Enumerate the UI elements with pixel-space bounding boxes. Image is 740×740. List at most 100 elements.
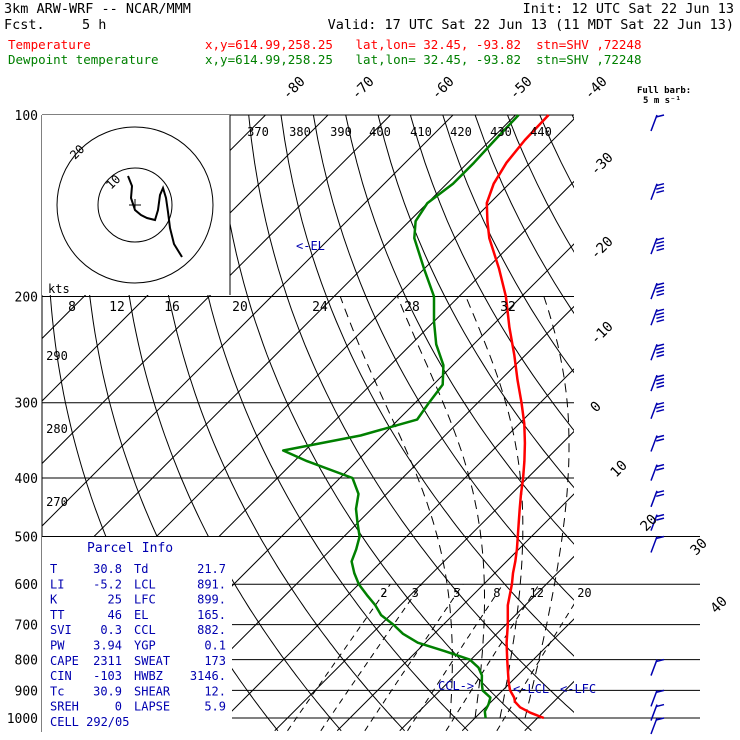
- wind-barb-flag: [655, 434, 665, 439]
- wind-barb-flag: [656, 493, 665, 498]
- pressure-tick-label: 900: [15, 684, 38, 699]
- wind-barb-flag: [655, 490, 665, 494]
- wind-barb-flag: [655, 282, 665, 286]
- parcel-param-value: 2311: [93, 654, 122, 668]
- wind-barb-flag: [656, 438, 665, 442]
- dry-adiabat-line: [605, 115, 740, 731]
- wind-barb-flag: [655, 535, 665, 540]
- wind-barb-flag: [655, 308, 665, 313]
- parcel-param-value: 25: [108, 593, 122, 607]
- model-title: 3km ARW-WRF -- NCAR/MMM: [4, 1, 191, 17]
- wind-barb-flag: [656, 381, 665, 385]
- parcel-param-name: CIN: [50, 669, 72, 683]
- parcel-param-name: YGP: [134, 639, 156, 653]
- init-time: Init: 12 UTC Sat 22 Jun 13: [522, 1, 734, 17]
- wind-barb-flag: [656, 408, 665, 413]
- moist-adiabat-line: [339, 296, 453, 719]
- forecast-label: Fcst.: [4, 17, 45, 33]
- dewpoint-legend: Dewpoint temperature: [8, 52, 159, 67]
- dry-adiabat-label: 410: [410, 125, 432, 139]
- isotherm-label: -40: [582, 74, 611, 103]
- wind-barb-flag: [656, 405, 665, 409]
- parcel-param-name: K: [50, 593, 58, 607]
- hodograph-speed-tick: 12: [109, 300, 125, 315]
- lcl-marker: <-LCL: [513, 682, 549, 696]
- mixing-ratio-line: [364, 583, 464, 732]
- lfc-marker: <-LFC: [560, 682, 596, 696]
- parcel-param-value: 12.: [204, 684, 226, 698]
- dry-adiabat-label: 430: [490, 125, 512, 139]
- isotherm-line: [42, 115, 516, 590]
- wind-barb-flag: [656, 312, 665, 316]
- isotherm-line: [211, 368, 574, 732]
- temperature-legend: Temperature: [8, 37, 91, 52]
- isotherm-label: 40: [708, 594, 731, 617]
- dry-adiabat-line: [183, 115, 469, 732]
- mixing-ratio-line: [496, 603, 574, 732]
- pressure-tick-label: 400: [15, 472, 38, 487]
- isotherm-label: -60: [429, 74, 458, 103]
- hodograph-speed-tick: 8: [68, 300, 76, 315]
- wind-barb: [650, 464, 658, 481]
- dry-adiabat-label: 390: [330, 125, 352, 139]
- mixing-ratio-label: 3: [412, 586, 419, 600]
- wind-barb-flag: [656, 315, 665, 320]
- parcel-param-value: 0.3: [100, 623, 122, 637]
- mixing-ratio-line: [445, 583, 540, 732]
- isotherm-line: [42, 115, 454, 527]
- dry-adiabat-line: [280, 115, 574, 657]
- parcel-param-value: 3.94: [93, 639, 122, 653]
- hodograph-trace: [127, 175, 183, 258]
- hodograph-speed-tick: 20: [232, 300, 248, 315]
- wind-barb-flag: [655, 717, 665, 721]
- dry-adiabat-line: [571, 115, 574, 121]
- wind-barb: [650, 717, 658, 735]
- dry-adiabat-line: [377, 115, 574, 489]
- dry-adiabat-label: 280: [46, 422, 68, 436]
- wind-barb-flag: [655, 658, 665, 663]
- wind-barb-flag: [655, 463, 665, 468]
- wind-barb-flag: [656, 189, 665, 194]
- moist-adiabat-line: [465, 296, 524, 719]
- isotherm-line: [399, 555, 574, 732]
- parcel-param-name: CCL: [134, 623, 156, 637]
- dry-adiabat-line: [637, 115, 740, 731]
- mixing-ratio-label: 2: [380, 586, 387, 600]
- ccl-marker: CCL->: [438, 679, 474, 693]
- wind-barb-flag: [655, 513, 665, 518]
- hodograph-speed-axis-label: kts: [48, 282, 70, 296]
- wind-barb-flag: [655, 114, 665, 118]
- parcel-param-value: 5.9: [204, 700, 226, 714]
- parcel-param-name: SVI: [50, 623, 72, 637]
- temperature-curve: [485, 114, 550, 720]
- mixing-ratio-label: 5: [453, 586, 460, 600]
- dry-adiabat-line: [248, 115, 574, 714]
- isotherm-line: [42, 115, 391, 465]
- dry-adiabat-line: [312, 115, 574, 601]
- dry-adiabat-line: [151, 115, 405, 732]
- isotherm-label: -80: [280, 74, 309, 103]
- wind-barb: [650, 282, 658, 300]
- pressure-tick-label: 700: [15, 619, 38, 634]
- wind-barb: [650, 237, 658, 255]
- parcel-param-name: SREH: [50, 700, 79, 714]
- isotherm-line: [149, 305, 574, 732]
- moist-adiabat-line: [524, 296, 570, 719]
- parcel-param-value: 3146.: [190, 669, 226, 683]
- wind-barb-flag: [656, 517, 665, 521]
- wind-barb-flag: [656, 244, 665, 248]
- dry-adiabat-label: 440: [530, 125, 552, 139]
- isotherm-line: [524, 680, 574, 732]
- dry-adiabat-line: [474, 115, 574, 315]
- wind-barb-flag: [655, 703, 665, 708]
- dry-adiabat-label: 370: [247, 125, 269, 139]
- parcel-param-name: LAPSE: [134, 700, 170, 714]
- parcel-param-name: Tc: [50, 684, 64, 698]
- wind-barb-flag: [656, 285, 665, 290]
- parcel-param-name: SHEAR: [134, 684, 171, 698]
- isotherm-label: -30: [588, 150, 617, 179]
- forecast-hour: 5 h: [82, 17, 107, 33]
- dry-adiabat-line: [734, 115, 740, 731]
- wind-barb: [650, 490, 658, 508]
